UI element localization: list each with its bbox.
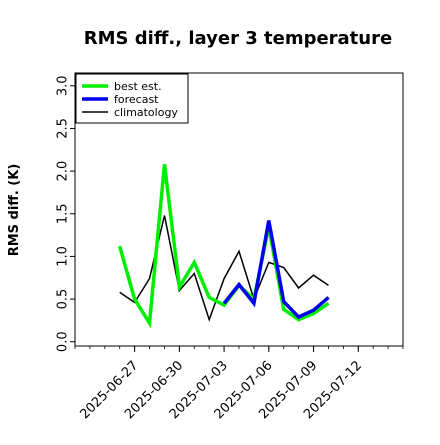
legend-label-best-est: best est. xyxy=(114,80,162,93)
y-tick-label: 3.0 xyxy=(56,75,71,96)
y-tick-label: 2.0 xyxy=(56,161,71,182)
series-line-forecast xyxy=(224,221,328,317)
series-line-best-est xyxy=(120,164,329,323)
y-tick-label: 0.5 xyxy=(56,289,71,310)
y-tick-label: 1.5 xyxy=(56,203,71,224)
y-axis-label: RMS diff. (K) xyxy=(7,164,22,257)
y-tick-label: 2.5 xyxy=(56,118,71,139)
chart-title: RMS diff., layer 3 temperature xyxy=(84,28,392,49)
axis-ticks: 0.00.51.01.52.02.53.02025-06-272025-06-3… xyxy=(56,75,403,422)
legend-label-climatology: climatology xyxy=(114,106,178,119)
y-tick-label: 0.0 xyxy=(56,331,71,352)
y-tick-label: 1.0 xyxy=(56,246,71,267)
legend-label-forecast: forecast xyxy=(114,93,159,106)
plot-area xyxy=(120,164,329,323)
